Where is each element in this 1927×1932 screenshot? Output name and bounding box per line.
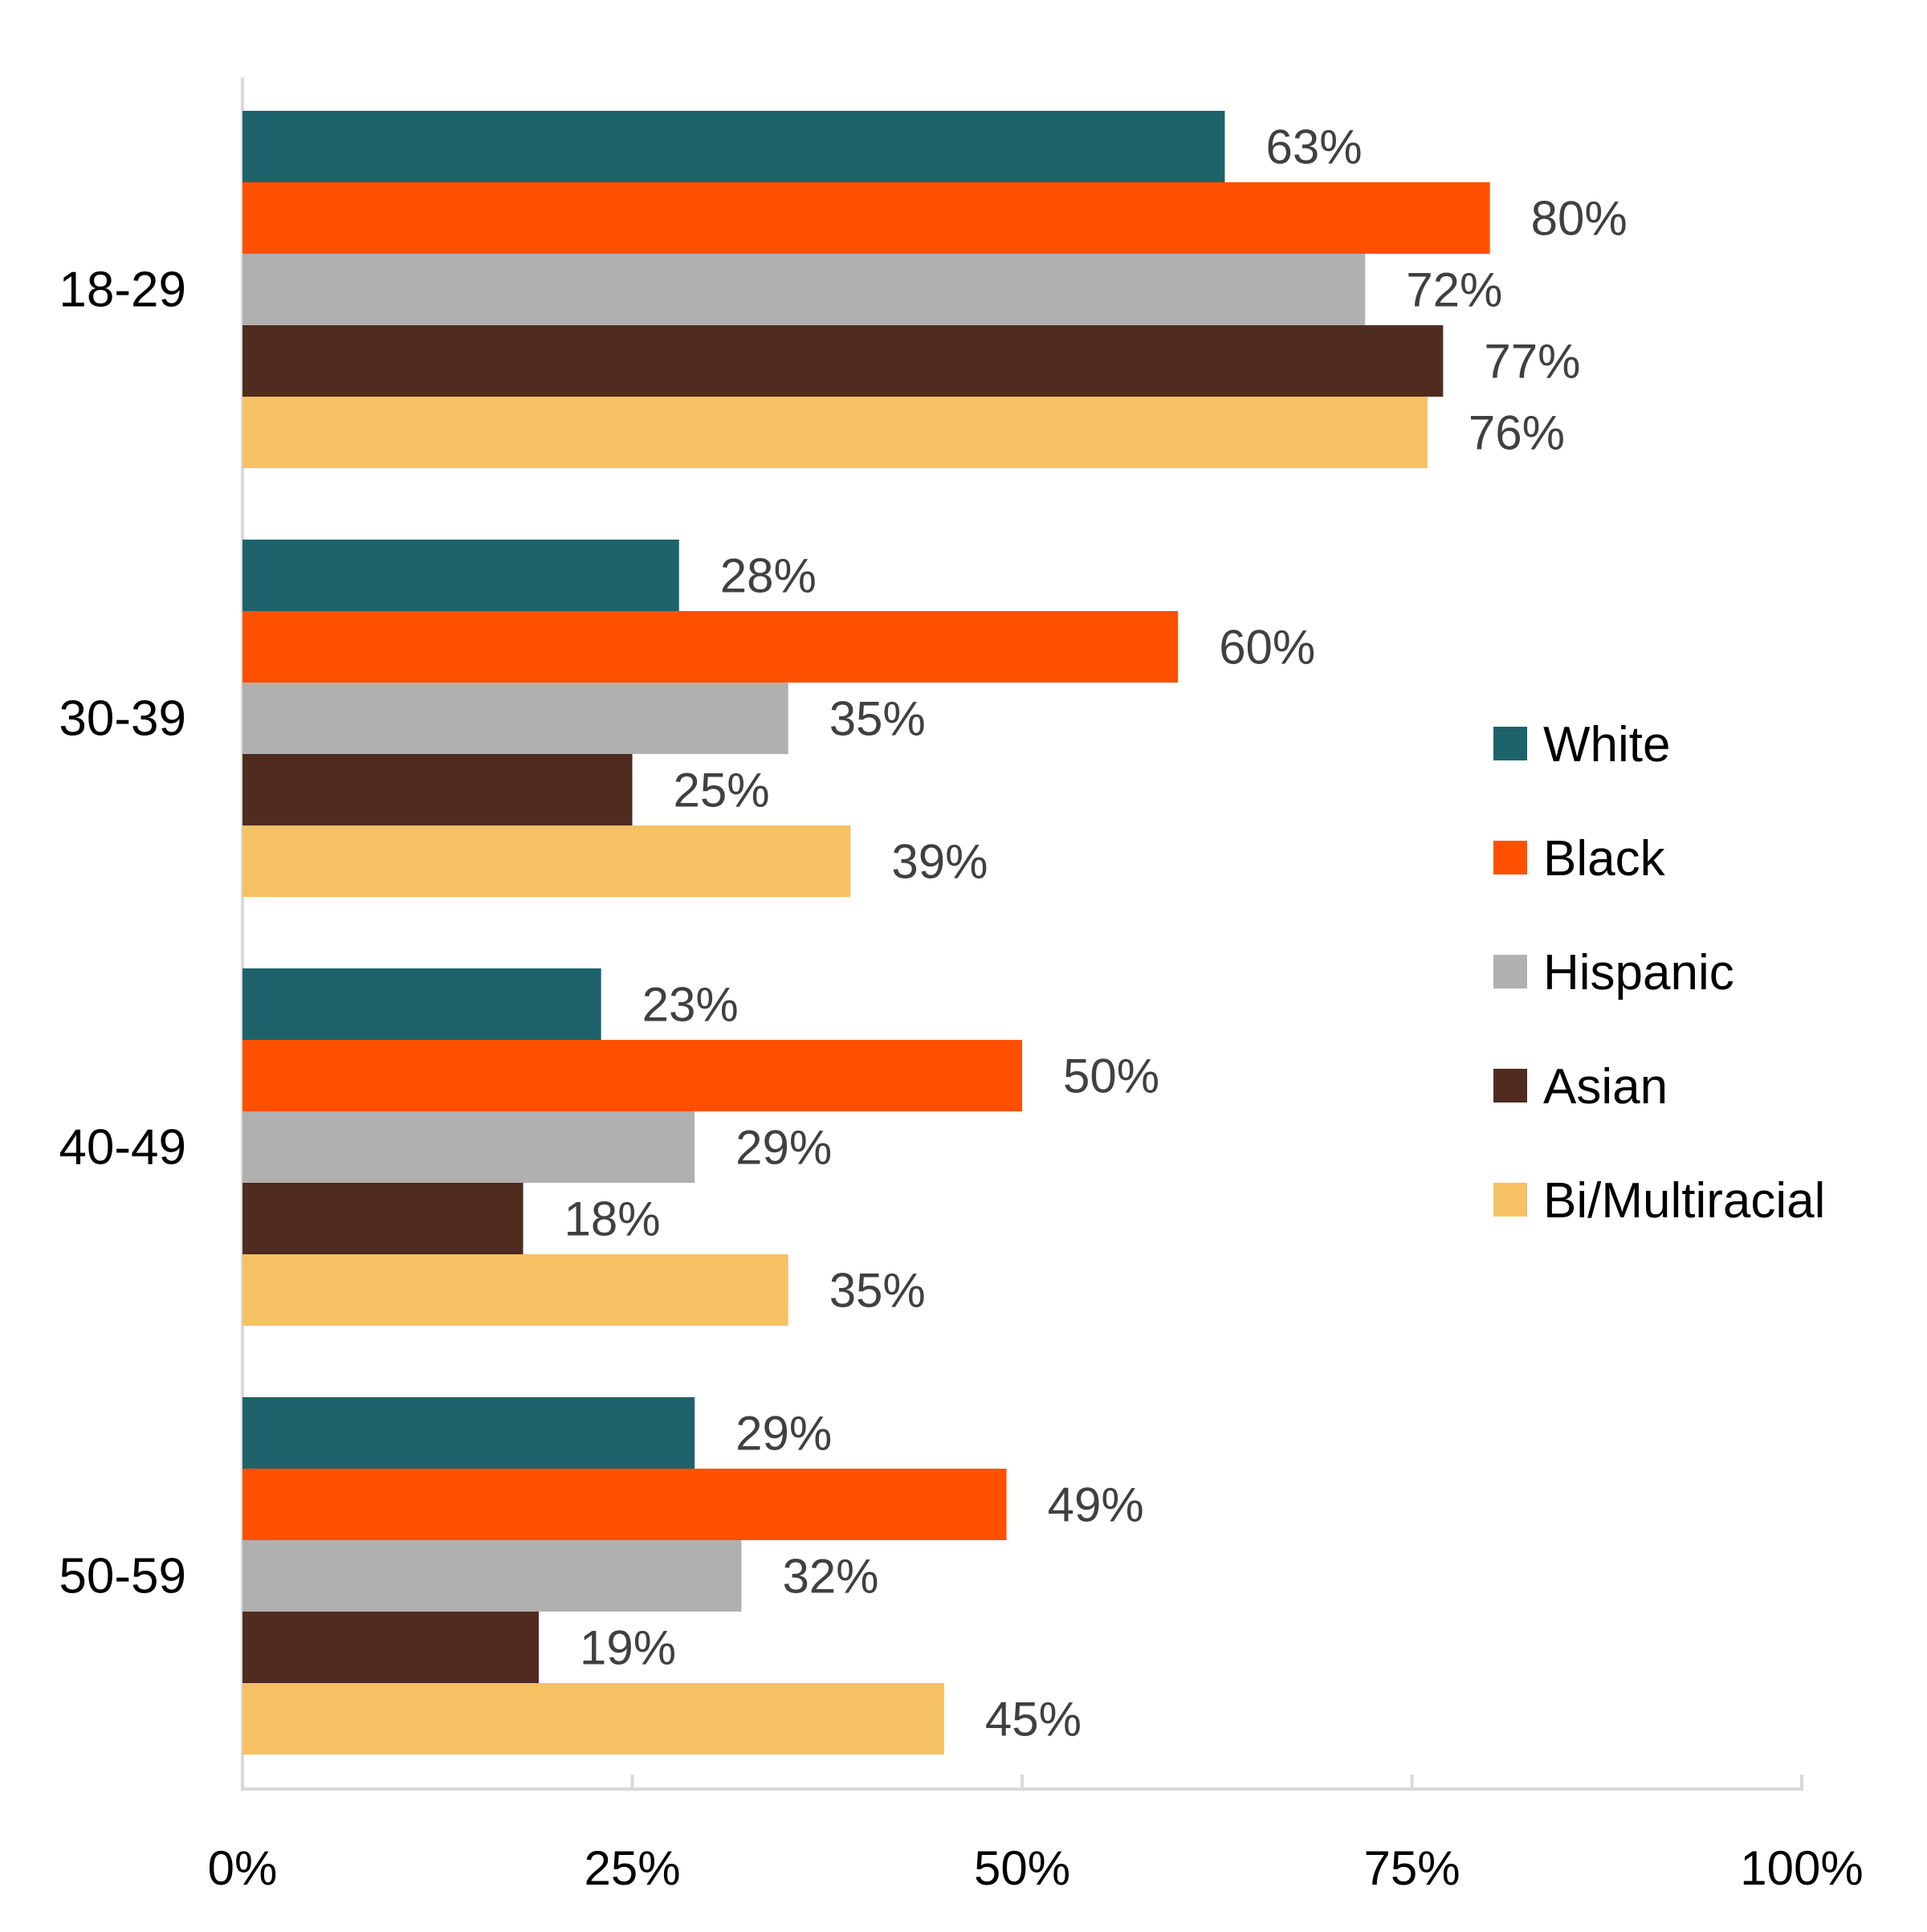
bar <box>242 540 679 611</box>
bar <box>242 1183 524 1254</box>
bar <box>242 1254 788 1326</box>
legend-label: Asian <box>1543 1059 1668 1115</box>
data-label: 18% <box>564 1192 661 1246</box>
bar <box>242 1469 1007 1540</box>
bar <box>242 754 633 825</box>
category-label: 18-29 <box>59 263 186 318</box>
bar <box>242 825 851 897</box>
x-tick-label: 50% <box>974 1841 1070 1895</box>
data-label: 60% <box>1219 621 1315 675</box>
data-label: 29% <box>735 1121 832 1175</box>
legend-swatch <box>1493 841 1527 874</box>
bar <box>242 1111 695 1183</box>
legend-label: Black <box>1543 831 1666 887</box>
data-label: 45% <box>985 1693 1082 1747</box>
bar <box>242 611 1179 683</box>
bar <box>242 683 788 754</box>
x-tick-label: 0% <box>208 1841 278 1895</box>
legend-label: White <box>1543 717 1670 772</box>
legend-label: Bi/Multiracial <box>1543 1173 1825 1229</box>
bar <box>242 1397 695 1469</box>
category-label: 40-49 <box>59 1120 186 1176</box>
data-label: 19% <box>580 1621 676 1675</box>
bar <box>242 111 1225 182</box>
x-tick-label: 100% <box>1740 1841 1863 1895</box>
x-tick-label: 75% <box>1363 1841 1460 1895</box>
x-tick-label: 25% <box>584 1841 680 1895</box>
bar <box>242 254 1366 325</box>
bar <box>242 1612 539 1683</box>
data-label: 63% <box>1265 120 1362 174</box>
bar <box>242 1683 944 1755</box>
legend-swatch <box>1493 1183 1527 1217</box>
data-label: 35% <box>829 1264 926 1318</box>
data-label: 39% <box>891 835 988 889</box>
data-label: 29% <box>735 1407 832 1461</box>
data-label: 25% <box>674 764 770 817</box>
data-label: 32% <box>782 1550 878 1604</box>
data-label: 76% <box>1469 406 1565 460</box>
data-label: 80% <box>1531 192 1628 246</box>
legend-swatch <box>1493 955 1527 988</box>
data-label: 28% <box>720 549 817 603</box>
data-label: 35% <box>829 692 926 746</box>
bar <box>242 325 1444 397</box>
legend-label: Hispanic <box>1543 945 1734 1001</box>
bar <box>242 397 1428 468</box>
legend-swatch <box>1493 1069 1527 1103</box>
bar <box>242 968 601 1040</box>
data-label: 23% <box>642 978 739 1032</box>
category-label: 30-39 <box>59 691 186 747</box>
bar <box>242 1540 742 1612</box>
bar <box>242 1040 1022 1111</box>
data-label: 77% <box>1484 335 1580 389</box>
legend-swatch <box>1493 727 1527 760</box>
bar <box>242 182 1490 254</box>
category-label: 50-59 <box>59 1549 186 1604</box>
data-label: 72% <box>1406 263 1502 317</box>
data-label: 50% <box>1063 1050 1159 1103</box>
data-label: 49% <box>1048 1478 1144 1532</box>
